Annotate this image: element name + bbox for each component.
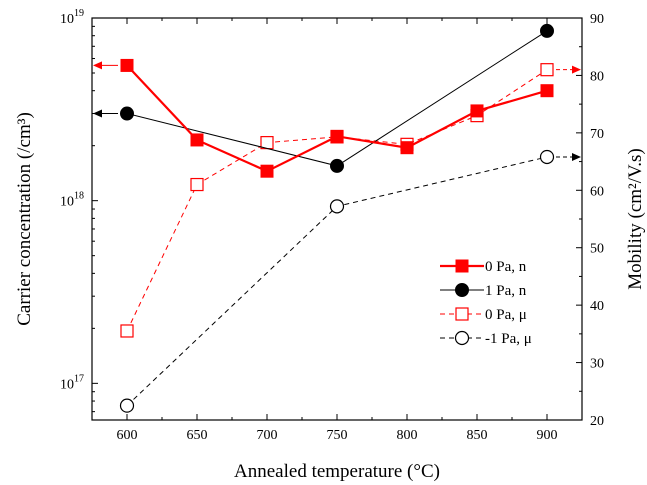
axis-arrow-head [93, 61, 102, 70]
data-point [329, 199, 345, 214]
data-point [470, 104, 484, 118]
legend-marker [455, 259, 469, 273]
legend-item: 0 Pa, n [440, 259, 527, 275]
right-axis-ticks: 20 30 40 50 60 70 80 90 [576, 12, 604, 429]
data-point [539, 149, 555, 165]
right-tick-label: 50 [590, 242, 604, 257]
data-point [260, 164, 274, 178]
data-point [190, 177, 204, 192]
axis-arrow-head [572, 152, 581, 161]
right-tick-label: 90 [590, 12, 604, 27]
legend-item: 0 Pa, μ [440, 307, 527, 323]
series-0 [120, 58, 554, 178]
x-axis-label: Annealed temperature (°C) [234, 461, 440, 482]
data-point [330, 129, 344, 143]
x-tick-label: 600 [117, 428, 138, 443]
right-tick-label: 60 [590, 184, 604, 199]
legend-label: 1 Pa, n [485, 283, 527, 299]
x-tick-label: 850 [467, 428, 488, 443]
data-point [400, 141, 414, 155]
data-point [540, 23, 554, 38]
legend-label: 0 Pa, n [485, 259, 527, 275]
data-point [120, 324, 134, 338]
data-point [540, 84, 554, 98]
data-point [119, 398, 135, 413]
data-point [120, 106, 134, 121]
left-tick-label: 1019 [60, 8, 84, 27]
left-axis-label: Carrier concentration (/cm³) [14, 112, 35, 326]
axis-arrows [93, 61, 581, 161]
right-tick-label: 30 [590, 357, 604, 372]
data-point [540, 63, 554, 77]
series-1 [120, 23, 554, 173]
plot-frame [91, 17, 583, 421]
legend-marker [455, 307, 469, 321]
data-point [120, 58, 134, 72]
right-tick-label: 80 [590, 69, 604, 84]
x-tick-label: 750 [327, 428, 348, 443]
x-tick-label: 650 [187, 428, 208, 443]
right-tick-label: 20 [590, 414, 604, 429]
x-tick-label: 900 [537, 428, 558, 443]
data-point [260, 136, 274, 150]
legend-label: 0 Pa, μ [485, 307, 527, 323]
legend-marker [455, 283, 469, 297]
left-tick-label: 1018 [60, 191, 84, 210]
x-axis-ticks: 600 650 700 750 800 850 900 [91, 18, 583, 443]
left-axis-ticks: 1017 1018 1019 [60, 8, 98, 413]
right-tick-label: 40 [590, 299, 604, 314]
x-tick-label: 800 [397, 428, 418, 443]
legend-item: 1 Pa, n [440, 283, 527, 299]
right-tick-label: 70 [590, 127, 604, 142]
right-axis-label: Mobility (cm²/V.s) [625, 148, 646, 290]
series-line [126, 64, 548, 173]
data-point [330, 158, 344, 173]
series-layer [119, 23, 555, 413]
data-point [190, 133, 204, 147]
series-line [126, 156, 548, 407]
series-3 [119, 149, 555, 413]
legend-marker [454, 330, 470, 346]
legend-label: -1 Pa, μ [485, 331, 532, 347]
x-tick-label: 700 [257, 428, 278, 443]
legend-item: -1 Pa, μ [440, 330, 532, 347]
axis-arrow-head [93, 109, 102, 118]
axis-arrow-head [572, 65, 581, 74]
left-tick-label: 1017 [60, 373, 84, 392]
legend: 0 Pa, n 1 Pa, n 0 Pa, μ -1 Pa, μ [440, 259, 532, 347]
series-line [126, 30, 548, 167]
